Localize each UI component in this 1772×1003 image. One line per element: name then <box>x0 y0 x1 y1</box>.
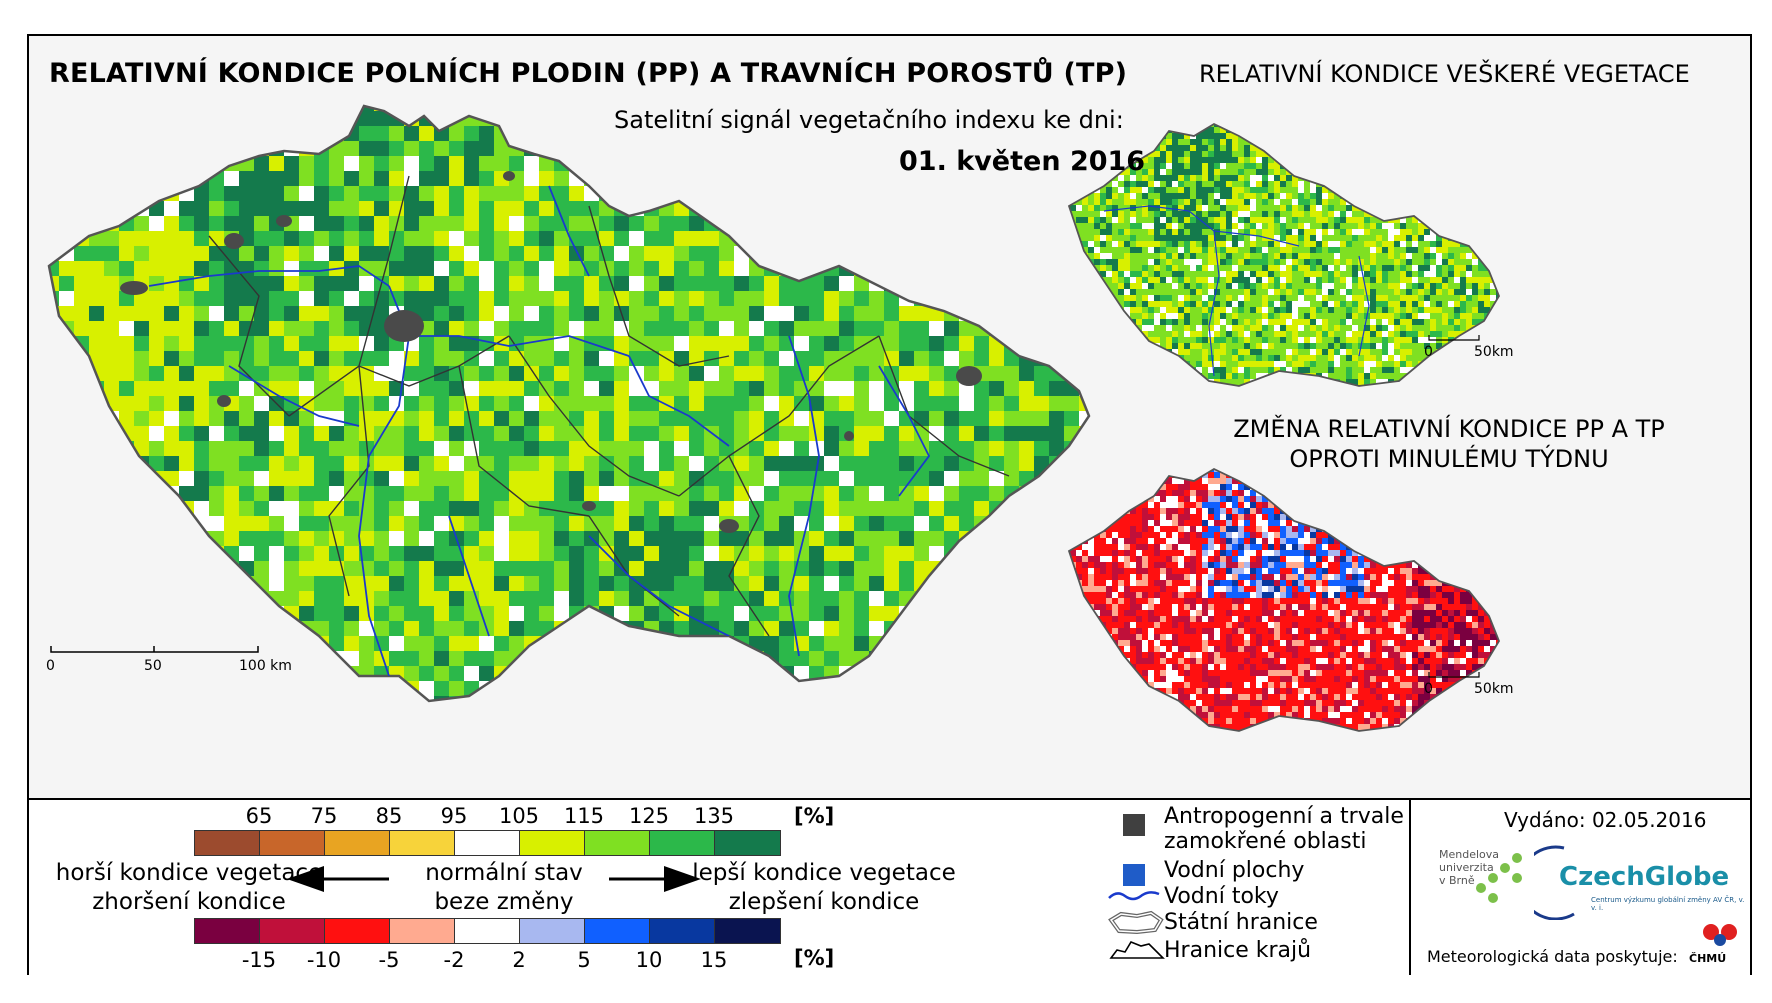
change-ticks-label: 10 <box>635 948 663 972</box>
change-ticks-label: -2 <box>443 948 465 972</box>
better-condition-label: lepší kondice vegetace <box>692 860 956 886</box>
cond-ticks-label: 85 <box>375 804 403 828</box>
condition-unit: [%] <box>794 804 835 828</box>
change-ticks-label: -15 <box>241 948 277 972</box>
vegetation-title: RELATIVNÍ KONDICE VEŠKERÉ VEGETACE <box>1199 60 1690 88</box>
czechglobe-subtitle: Centrum výzkumu globální změny AV ČR, v.… <box>1591 896 1745 912</box>
issued-date: Vydáno: 02.05.2016 <box>1504 808 1707 832</box>
cond-ticks-label: 75 <box>310 804 338 828</box>
change-ticks-label: 2 <box>512 948 526 972</box>
change-color-bar <box>194 918 781 944</box>
main-scale-50: 50 <box>144 658 162 674</box>
change-ticks-label: -5 <box>378 948 400 972</box>
change-ticks-label: -10 <box>306 948 342 972</box>
change-raster <box>1069 469 1499 731</box>
cond-ticks-label: 105 <box>498 804 540 828</box>
worse-condition-label: horší kondice vegetace <box>55 860 323 886</box>
cond-bar-segment <box>325 831 390 855</box>
mendel-line3: v Brně <box>1439 874 1475 887</box>
state-border-symbol <box>1108 910 1164 935</box>
anthro-label: Antropogenní a trvale zamokřené oblasti <box>1164 804 1404 854</box>
top-scalebar <box>1428 335 1480 341</box>
state-border-label: Státní hranice <box>1164 910 1318 935</box>
no-change-label: beze změny <box>434 889 574 915</box>
rivers-symbol <box>1108 891 1160 901</box>
issuer-divider <box>1409 800 1411 975</box>
rivers-label: Vodní toky <box>1164 884 1279 909</box>
map-sheet: 0 50 100 km 0 50km 0 50km RELATIVNÍ KOND… <box>27 34 1752 975</box>
change-unit: [%] <box>794 946 835 970</box>
bottom-scale-0: 0 <box>1424 681 1433 697</box>
chmu-logo-icon <box>1703 924 1737 946</box>
change-ticks-label: 15 <box>700 948 728 972</box>
cond-bar-segment <box>390 831 455 855</box>
anthro-label-line1: Antropogenní a trvale <box>1164 804 1404 829</box>
change-title: ZMĚNA RELATIVNÍ KONDICE PP A TP OPROTI M… <box>1209 414 1689 474</box>
bottom-scale-50: 50km <box>1474 681 1514 697</box>
cond-ticks-label: 65 <box>245 804 273 828</box>
vegetation-state-border <box>1067 122 1501 387</box>
cond-bar-segment <box>195 831 260 855</box>
change-bar-segment <box>715 919 780 943</box>
water-bodies-swatch <box>1123 864 1145 886</box>
change-bar-segment <box>520 919 585 943</box>
top-scale-50: 50km <box>1474 344 1514 360</box>
change-bar-segment <box>325 919 390 943</box>
region-border-symbol <box>1109 941 1165 959</box>
change-bar-segment <box>260 919 325 943</box>
mendel-line2: univerzita <box>1439 861 1494 874</box>
main-title: RELATIVNÍ KONDICE POLNÍCH PLODIN (PP) A … <box>49 58 1128 89</box>
cond-ticks-label: 115 <box>563 804 605 828</box>
cond-bar-segment <box>715 831 780 855</box>
chmu-logo-text: ČHMÚ <box>1689 952 1727 965</box>
observation-date: 01. květen 2016 <box>899 146 1146 177</box>
change-bar-segment <box>455 919 520 943</box>
cond-bar-segment <box>585 831 650 855</box>
map-canvas: 0 50 100 km 0 50km 0 50km <box>46 104 1514 732</box>
change-ticks-label: 5 <box>577 948 591 972</box>
map-area: 0 50 100 km 0 50km 0 50km RELATIVNÍ KOND… <box>29 36 1750 798</box>
czechglobe-logo-arc <box>1534 845 1575 920</box>
meteo-provider-label: Meteorologická data poskytuje: <box>1427 947 1678 966</box>
change-bar-segment <box>585 919 650 943</box>
subtitle: Satelitní signál vegetačního indexu ke d… <box>614 106 1124 134</box>
change-bar-segment <box>390 919 455 943</box>
normal-state-label: normální stav <box>425 860 583 886</box>
water-bodies-label: Vodní plochy <box>1164 858 1305 883</box>
legend-area: 65 75 85 95 105 115 125 135 [%] horší kondice v… <box>29 798 1750 975</box>
change-bar-segment <box>195 919 260 943</box>
improvement-label: zlepšení kondice <box>728 889 920 915</box>
change-state-border <box>1067 467 1501 732</box>
mendel-logo-text: Mendelova univerzita v Brně <box>1439 848 1499 887</box>
main-scale-0: 0 <box>46 658 55 674</box>
cond-bar-segment <box>455 831 520 855</box>
main-region-borders <box>208 175 1010 637</box>
cond-bar-segment <box>520 831 585 855</box>
anthro-label-line2: zamokřené oblasti <box>1164 829 1367 854</box>
bottom-scalebar <box>1428 672 1480 678</box>
main-scalebar <box>50 646 259 653</box>
top-scale-0: 0 <box>1424 344 1433 360</box>
main-scale-100: 100 km <box>239 658 292 674</box>
cond-ticks-label: 125 <box>628 804 670 828</box>
vegetation-rivers <box>1103 205 1370 377</box>
main-anthro-areas <box>120 171 982 533</box>
main-rivers <box>148 185 931 677</box>
change-title-line1: ZMĚNA RELATIVNÍ KONDICE PP A TP <box>1233 415 1665 443</box>
change-bar-segment <box>650 919 715 943</box>
cond-bar-segment <box>260 831 325 855</box>
czechglobe-logo: CzechGlobe <box>1559 862 1730 892</box>
cond-bar-segment <box>650 831 715 855</box>
cond-ticks-label: 95 <box>440 804 468 828</box>
anthro-swatch <box>1123 814 1145 836</box>
mendel-logo-dots <box>1476 853 1522 903</box>
worsening-label: zhoršení kondice <box>92 889 286 915</box>
mendel-line1: Mendelova <box>1439 848 1500 861</box>
condition-color-bar <box>194 830 781 856</box>
cond-ticks-label: 135 <box>693 804 735 828</box>
change-title-line2: OPROTI MINULÉMU TÝDNU <box>1289 445 1609 473</box>
region-border-label: Hranice krajů <box>1164 938 1312 963</box>
